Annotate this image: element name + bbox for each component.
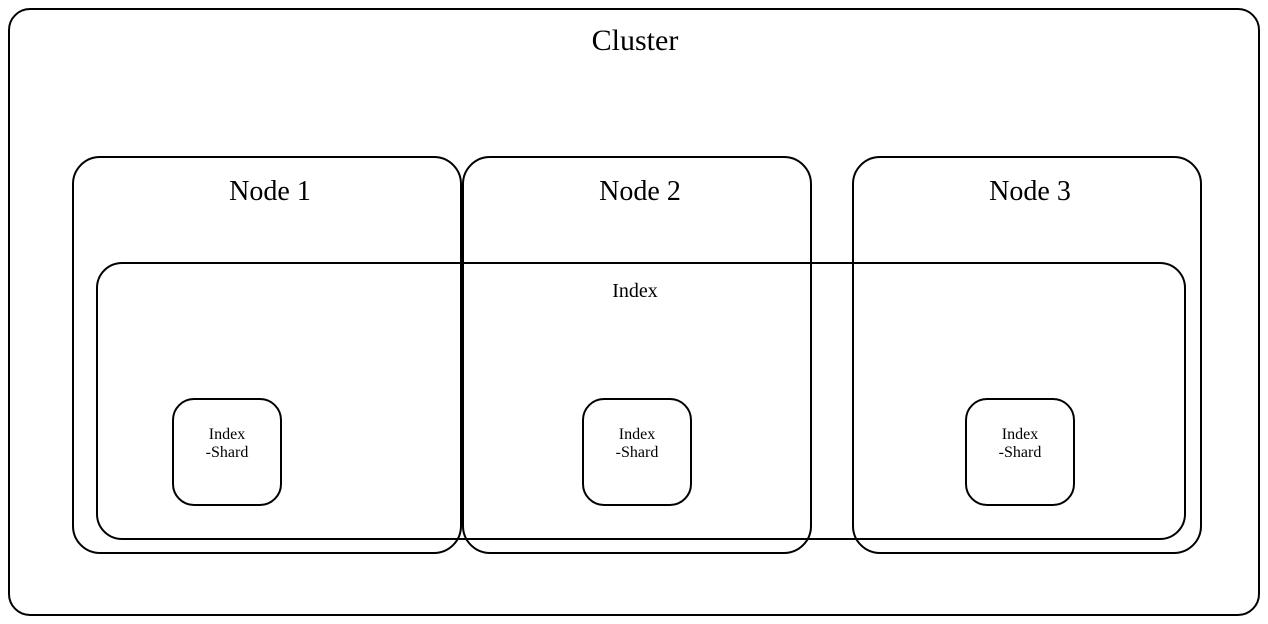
index-label: Index	[590, 280, 680, 303]
node-1-label: Node 1	[200, 176, 340, 208]
node-2-label: Node 2	[570, 176, 710, 208]
shard-2-label: Index -Shard	[592, 426, 682, 463]
cluster-label: Cluster	[560, 24, 710, 59]
node-3-label: Node 3	[960, 176, 1100, 208]
diagram-stage: Cluster Node 1 Node 2 Node 3 Index Index…	[0, 0, 1268, 624]
shard-3-label: Index -Shard	[975, 426, 1065, 463]
shard-1-label: Index -Shard	[182, 426, 272, 463]
